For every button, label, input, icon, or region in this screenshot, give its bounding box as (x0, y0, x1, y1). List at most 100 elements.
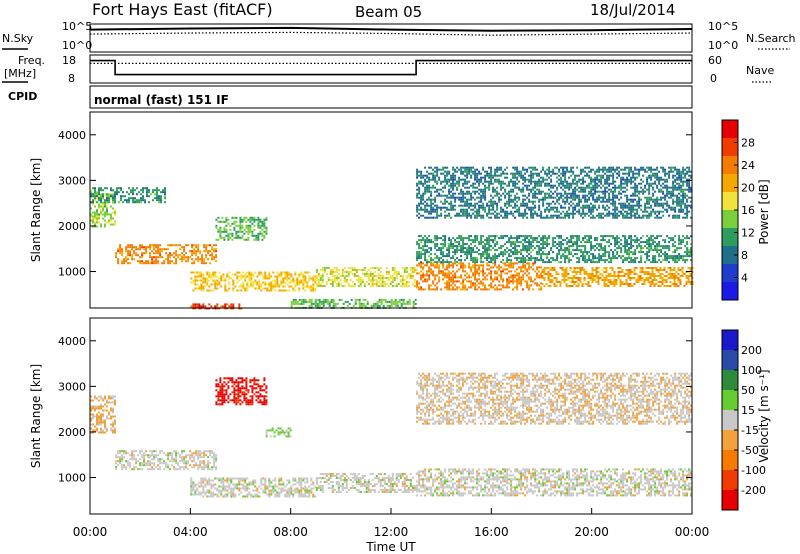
nsky-label: N.Sky (2, 32, 34, 45)
power-colorbar-swatch-2 (722, 156, 738, 175)
nsky-trace (89, 26, 693, 36)
freq-trace (90, 59, 692, 76)
velocity-colorbar-tick-label-4: -15 (741, 424, 759, 437)
time-tick-label-6: 00:00 (675, 525, 710, 539)
velocity-band-4 (315, 473, 418, 493)
velocity-band-7 (265, 427, 292, 438)
power-colorbar-label: Power [dB] (757, 179, 771, 244)
nsky-tick-bottom: 10^0 (62, 39, 92, 52)
power-range-axis-label: Slant Range [km] (29, 158, 43, 262)
power-panel: 1000 2000 3000 4000 Slant Range [km] (29, 111, 694, 310)
power-colorbar-tick-label-1: 24 (741, 159, 755, 172)
nsky-series-0 (89, 26, 693, 32)
power-colorbar-tick-label-0: 28 (741, 137, 755, 150)
freq-series-0 (90, 59, 692, 76)
power-band-7 (290, 298, 417, 309)
time-tick-label-3: 12:00 (374, 525, 409, 539)
velocity-band-3 (190, 477, 317, 498)
freq-tick-bottom: 8 (68, 72, 75, 85)
power-colorbar-tick-label-4: 12 (741, 227, 755, 240)
freq-unit-label: [MHz] (4, 67, 36, 80)
nsearch-label: N.Search (746, 32, 796, 45)
velocity-band-2 (215, 377, 268, 406)
velocity-colorbar-tick-label-0: 200 (741, 344, 762, 357)
power-colorbar-swatch-4 (722, 192, 738, 211)
power-range-tick-label-3: 4000 (58, 129, 86, 142)
velocity-colorbar-swatch-8 (722, 490, 738, 511)
velocity-band-6 (416, 372, 693, 425)
power-colorbar-tick-label-3: 16 (741, 204, 755, 217)
cpid-panel: CPID normal (fast) 151 IF (8, 85, 693, 109)
power-colorbar-tick-label-6: 4 (741, 272, 748, 285)
velocity-panel: 1000 2000 3000 4000 Slant Range [km] (29, 317, 693, 515)
nave-label: Nave (746, 64, 774, 77)
time-tick-label-4: 16:00 (474, 525, 509, 539)
velocity-colorbar-swatch-0 (722, 330, 738, 351)
power-colorbar-swatch-6 (722, 228, 738, 247)
velocity-heatmap (90, 372, 693, 498)
velocity-colorbar-swatch-2 (722, 370, 738, 391)
time-axis-label: Time UT (365, 540, 416, 554)
power-band-3 (215, 216, 268, 241)
velocity-band-1 (115, 450, 218, 471)
power-band-9 (541, 267, 694, 287)
power-colorbar-swatch-9 (722, 282, 738, 301)
power-colorbar-swatch-5 (722, 210, 738, 229)
velocity-colorbar-tick-label-5: -50 (741, 444, 759, 457)
velocity-range-tick-label-3: 4000 (58, 335, 86, 348)
date-title: 18/Jul/2014 (590, 1, 675, 19)
power-band-10 (416, 166, 693, 219)
power-colorbar-swatch-3 (722, 174, 738, 193)
power-band-2 (115, 244, 218, 265)
velocity-colorbar: 200 100 50 15 -15 -50 -100 -200 (721, 329, 766, 511)
power-colorbar-tick-label-2: 20 (741, 182, 755, 195)
velocity-colorbar-swatch-4 (722, 410, 738, 431)
velocity-colorbar-label: Velocity [m s⁻¹] (757, 369, 771, 462)
time-tick-label-5: 20:00 (574, 525, 609, 539)
power-band-4 (190, 271, 317, 292)
velocity-range-ticks: 1000 2000 3000 4000 (58, 335, 692, 485)
velocity-colorbar-tick-label-6: -100 (741, 464, 766, 477)
velocity-range-tick-label-2: 3000 (58, 380, 86, 393)
velocity-colorbar-swatch-1 (722, 350, 738, 371)
time-tick-label-1: 04:00 (173, 525, 208, 539)
velocity-band-0 (90, 395, 116, 434)
station-title: Fort Hays East (fitACF) (92, 0, 273, 19)
power-colorbar-swatch-7 (722, 246, 738, 265)
time-axis-ticks: 00:00 04:00 08:00 12:00 16:00 20:00 00:00 (73, 508, 710, 539)
power-band-1 (90, 187, 166, 204)
nave-tick-bottom: 0 (710, 72, 717, 85)
power-heatmap (90, 166, 694, 310)
nave-tick-top: 60 (708, 54, 722, 67)
power-band-8 (416, 262, 543, 291)
cpid-text: normal (fast) 151 IF (94, 93, 229, 107)
power-colorbar-swatch-1 (722, 138, 738, 157)
velocity-range-axis-label: Slant Range [km] (29, 364, 43, 468)
nsky-tick-top: 10^5 (62, 20, 92, 33)
velocity-range-tick-label-0: 1000 (58, 472, 86, 485)
nsearch-tick-top: 10^5 (708, 20, 738, 33)
nsky-panel: N.Sky 10^5 10^0 10^5 10^0 N.Search (2, 20, 796, 53)
velocity-colorbar-tick-label-2: 50 (741, 384, 755, 397)
power-colorbar-swatch-0 (722, 120, 738, 139)
velocity-range-tick-label-1: 2000 (58, 426, 86, 439)
velocity-colorbar-swatch-3 (722, 390, 738, 411)
velocity-band-5 (416, 468, 693, 497)
beam-title: Beam 05 (355, 3, 422, 21)
power-range-ticks: 1000 2000 3000 4000 (58, 129, 692, 279)
freq-tick-top: 18 (62, 54, 76, 67)
velocity-colorbar-tick-label-7: -200 (741, 484, 766, 497)
power-band-6 (315, 267, 418, 287)
power-colorbar-swatch-8 (722, 264, 738, 283)
velocity-colorbar-swatch-6 (722, 450, 738, 471)
velocity-colorbar-swatch-5 (722, 430, 738, 451)
power-band-11 (416, 235, 693, 264)
velocity-colorbar-swatch-7 (722, 470, 738, 491)
velocity-colorbar-tick-label-3: 15 (741, 404, 755, 417)
power-range-tick-label-0: 1000 (58, 266, 86, 279)
time-tick-label-2: 08:00 (273, 525, 308, 539)
power-colorbar-tick-label-5: 8 (741, 249, 748, 262)
power-range-tick-label-1: 2000 (58, 220, 86, 233)
cpid-label: CPID (8, 90, 37, 103)
